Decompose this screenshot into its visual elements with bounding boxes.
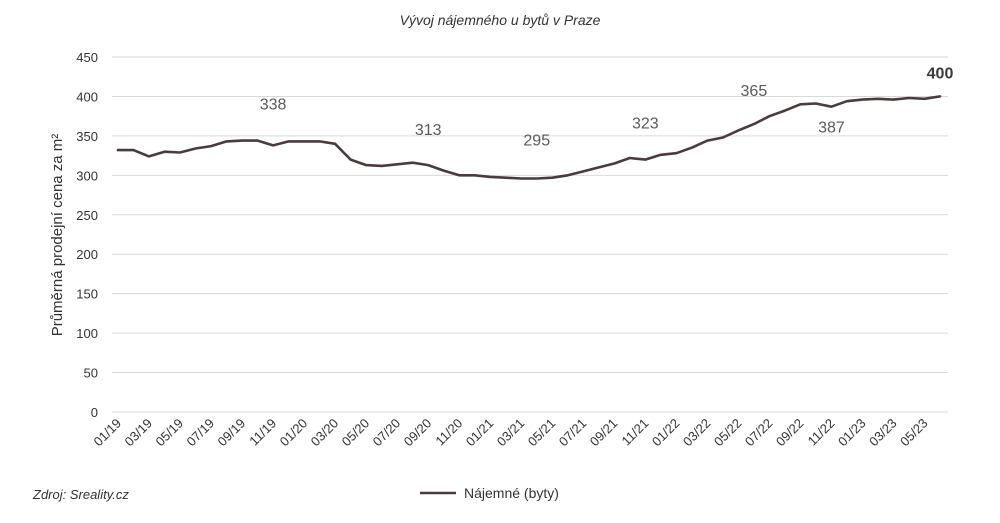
y-tick-label: 100	[76, 326, 98, 341]
x-tick-label: 03/21	[494, 416, 528, 450]
gridlines	[112, 56, 948, 413]
y-tick-label: 250	[76, 208, 98, 223]
y-tick-label: 350	[76, 129, 98, 144]
y-tick-label: 200	[76, 247, 98, 262]
y-axis-label: Průměrná prodejní cena za m²	[49, 134, 66, 337]
x-tick-label: 07/21	[556, 416, 590, 450]
x-tick-label: 09/19	[215, 416, 249, 450]
data-labels: 338 313 295 323 365 387 400	[260, 65, 954, 149]
data-label: 387	[818, 120, 845, 137]
chart-title: Vývoj nájemného u bytů v Praze	[400, 12, 601, 28]
x-tick-label: 05/21	[525, 416, 559, 450]
y-tick-label: 50	[84, 366, 98, 381]
data-label: 400	[927, 65, 954, 82]
y-tick-label: 300	[76, 168, 98, 183]
x-tick-label: 01/21	[463, 416, 497, 450]
x-tick-label: 03/23	[866, 416, 900, 450]
x-tick-label: 03/22	[680, 416, 714, 450]
x-tick-label: 11/22	[805, 416, 838, 449]
x-tick-label: 01/20	[277, 416, 311, 450]
y-tick-label: 0	[91, 405, 98, 420]
legend-entry: Nájemné (byty)	[464, 485, 559, 501]
legend: Nájemné (byty)	[420, 485, 559, 501]
y-tick-label: 400	[76, 89, 98, 104]
data-label: 295	[523, 132, 550, 149]
data-label: 313	[415, 122, 442, 139]
x-tick-label: 05/22	[711, 416, 745, 450]
x-axis-ticks: 01/1903/1905/1907/1909/1911/1901/2003/20…	[91, 416, 931, 450]
x-tick-label: 07/19	[184, 416, 218, 450]
x-tick-label: 07/22	[742, 416, 776, 450]
data-label: 323	[632, 116, 659, 133]
data-label: 338	[260, 96, 287, 113]
x-tick-label: 07/20	[370, 416, 404, 450]
x-tick-label: 05/23	[897, 416, 931, 450]
x-tick-label: 11/21	[619, 416, 652, 449]
x-tick-label: 09/21	[587, 416, 621, 450]
x-tick-label: 05/20	[339, 416, 373, 450]
x-tick-label: 09/22	[773, 416, 807, 450]
x-tick-label: 03/20	[308, 416, 342, 450]
x-tick-label: 05/19	[153, 416, 187, 450]
data-label: 365	[741, 83, 768, 100]
x-tick-label: 11/19	[246, 416, 279, 449]
source-note: Zdroj: Sreality.cz	[32, 487, 129, 502]
series-line-najemne	[116, 95, 942, 180]
x-tick-label: 03/19	[122, 416, 156, 450]
y-axis-ticks: 0 50 100 150 200 250 300 350 400 450	[76, 50, 98, 420]
x-tick-label: 09/20	[401, 416, 435, 450]
x-tick-label: 01/22	[649, 416, 683, 450]
x-tick-label: 01/23	[835, 416, 869, 450]
x-tick-label: 11/20	[432, 416, 465, 449]
y-tick-label: 150	[76, 287, 98, 302]
y-tick-label: 450	[76, 50, 98, 65]
x-tick-label: 01/19	[91, 416, 125, 450]
